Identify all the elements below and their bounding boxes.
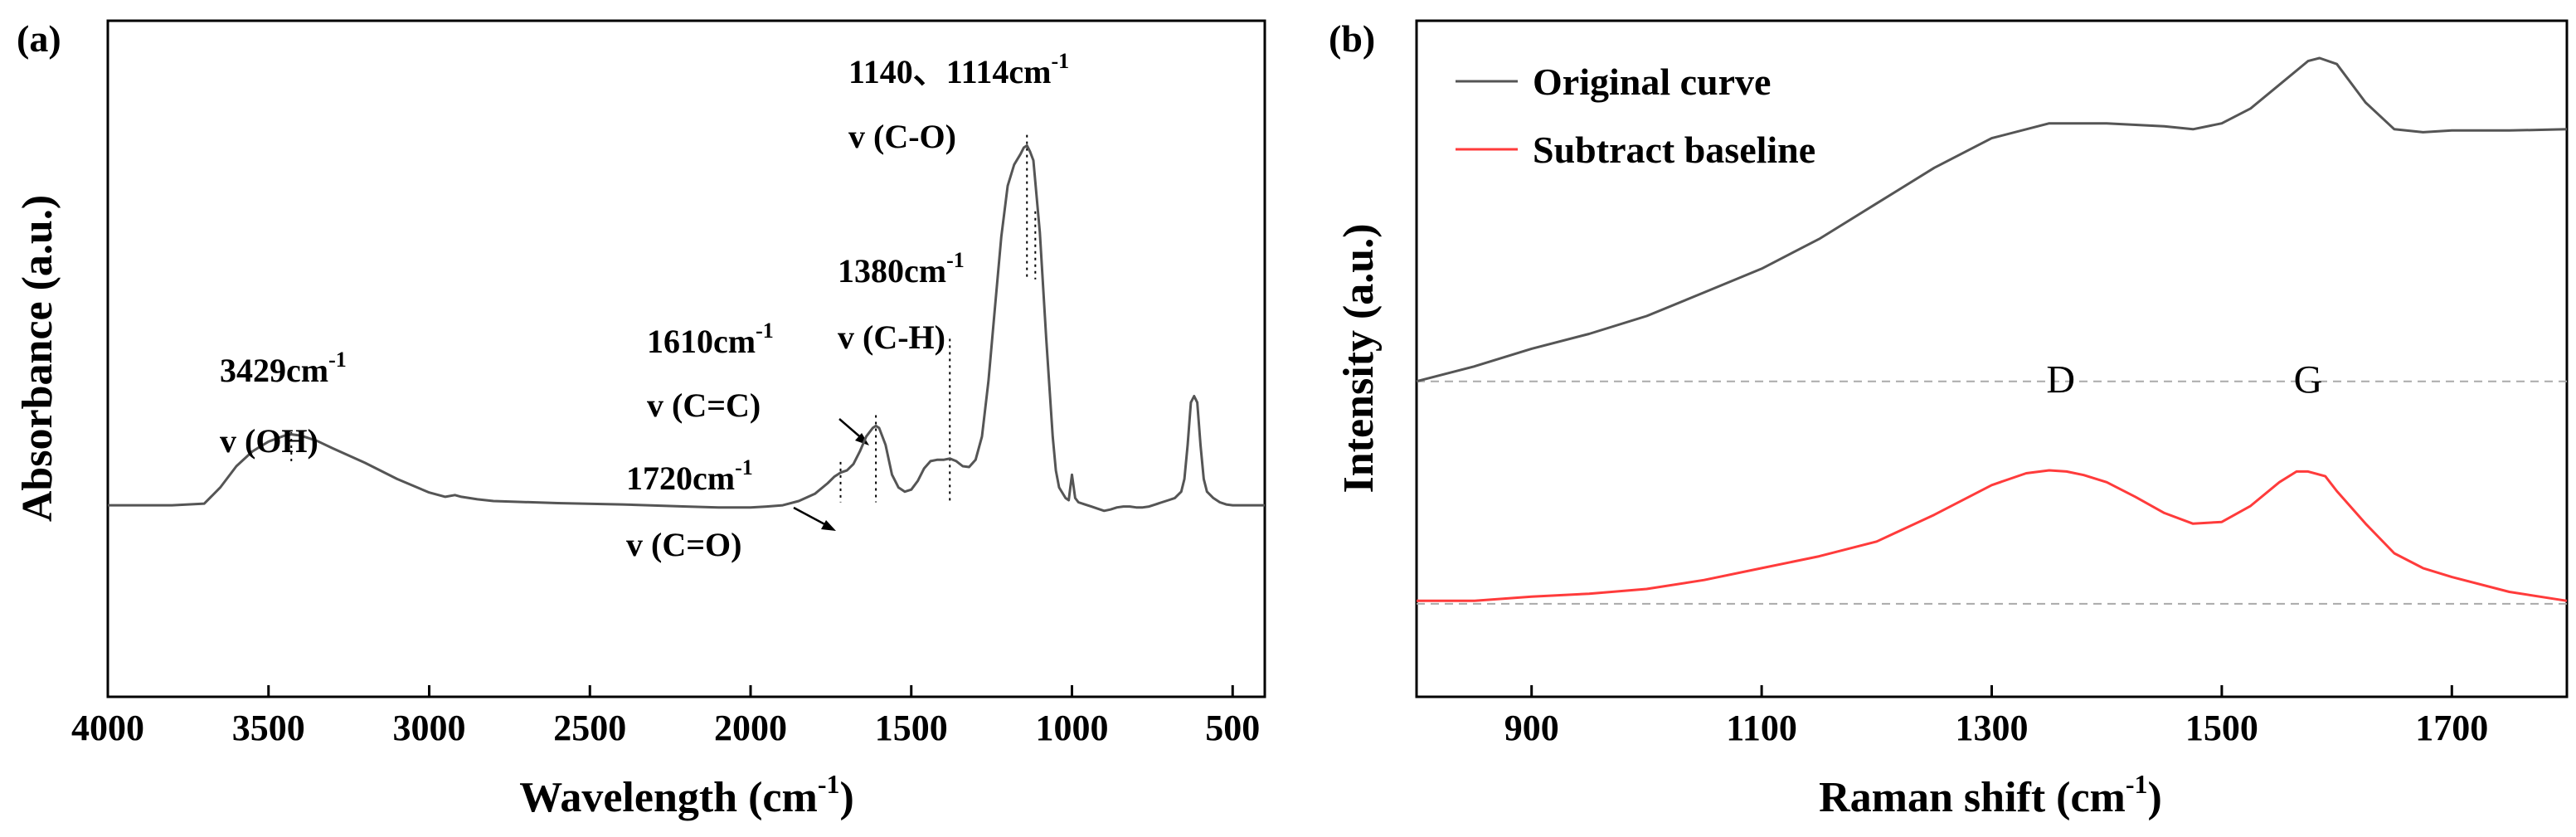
- panel-a-x-tick-label-1000: 1000: [1036, 708, 1109, 748]
- panel-b-label: (b): [1329, 17, 1375, 60]
- annotation-1380: 1380cm-1 v (C-H): [838, 248, 965, 356]
- annotation-1610: 1610cm-1 v (C=C): [647, 319, 774, 424]
- panel-a-annotation-arrows: [793, 418, 869, 531]
- peak-label-G: G: [2294, 358, 2323, 402]
- panel-b-legend: Original curve Subtract baseline: [1456, 61, 1815, 171]
- svg-text:3429cm-1: 3429cm-1: [220, 348, 347, 389]
- panel-b-y-axis-title: Intensity (a.u.): [1335, 223, 1383, 493]
- panel-b-x-axis-title-main: Raman shift (cm: [1819, 774, 2126, 821]
- annotation-3429: 3429cm-1 v (OH): [220, 348, 347, 460]
- annotation-3429-sup: -1: [328, 348, 347, 372]
- panel-a-y-axis-title: Absorbance (a.u.): [14, 195, 61, 522]
- peak-label-D: D: [2046, 358, 2075, 402]
- annotation-1610-line1: 1610cm: [647, 323, 756, 360]
- panel-a-x-axis-title-sup: -1: [818, 769, 840, 799]
- annotation-1610-sup: -1: [756, 319, 774, 343]
- panel-b-x-tick-labels: 900 1100 1300 1500 1700: [1504, 708, 2489, 748]
- svg-text:1610cm-1: 1610cm-1: [647, 319, 774, 360]
- panel-a-x-axis-title: Wavelength (cm-1): [519, 769, 854, 821]
- panel-b-reference-lines: [1417, 380, 2567, 605]
- panel-a-x-axis-title-main: Wavelength (cm: [519, 774, 818, 821]
- panel-b-subtract-baseline-line: [1417, 469, 2568, 602]
- panel-a-ftir-series-line: [108, 144, 1265, 513]
- annotation-1720-sup: -1: [735, 455, 753, 479]
- annotation-1140-line2: v (C-O): [848, 118, 956, 155]
- annotation-1380-sup: -1: [946, 248, 965, 272]
- annotation-3429-line1: 3429cm: [220, 352, 328, 389]
- svg-text:1380cm-1: 1380cm-1: [838, 248, 965, 290]
- annotation-3429-line2: v (OH): [220, 422, 318, 460]
- panel-a-x-tick-label-2000: 2000: [714, 708, 787, 748]
- panel-b-x-axis-title-sup: -1: [2126, 769, 2148, 799]
- panel-a-plot-frame: [106, 19, 1266, 698]
- panel-b-x-axis-title-end: ): [2148, 774, 2162, 821]
- panel-b-plot-frame: [1415, 19, 2569, 698]
- annotation-1720-line1: 1720cm: [626, 460, 735, 497]
- panel-a-x-tick-label-1500: 1500: [875, 708, 948, 748]
- panel-b-original-curve-line: [1416, 56, 2568, 383]
- annotation-1140-line1: 1140、1114cm: [848, 53, 1051, 90]
- annotation-1610-line2: v (C=C): [647, 387, 761, 424]
- arrow-1610: [838, 418, 869, 445]
- svg-text:1140、1114cm-1: 1140、1114cm-1: [848, 49, 1069, 90]
- panel-b-x-ticks: [1530, 685, 2453, 697]
- legend-label-original-curve: Original curve: [1533, 61, 1771, 103]
- panel-a-x-tick-label-3500: 3500: [232, 708, 305, 748]
- panel-a-x-tick-label-2500: 2500: [553, 708, 626, 748]
- panel-b-x-tick-label-1700: 1700: [2415, 708, 2488, 748]
- annotation-1140-sup: -1: [1051, 49, 1069, 73]
- annotation-1140-1114: 1140、1114cm-1 v (C-O): [848, 49, 1069, 155]
- panel-b-x-tick-label-1100: 1100: [1726, 708, 1797, 748]
- panel-b-x-tick-label-900: 900: [1504, 708, 1559, 748]
- panel-a-peak-guides: [290, 134, 1037, 503]
- panel-a-ftir-chart: (a) 4000 3500 3000 2500 2000 1500 1000 500 3429…: [14, 17, 1266, 821]
- legend-label-subtract-baseline: Subtract baseline: [1533, 129, 1815, 171]
- svg-text:1720cm-1: 1720cm-1: [626, 455, 753, 497]
- panel-a-x-ticks: [106, 685, 1234, 697]
- annotation-1380-line1: 1380cm: [838, 252, 946, 290]
- panel-a-x-tick-label-500: 500: [1205, 708, 1260, 748]
- panel-a-label: (a): [17, 17, 61, 60]
- annotation-1380-line2: v (C-H): [838, 319, 945, 356]
- panel-a-x-tick-labels: 4000 3500 3000 2500 2000 1500 1000 500: [71, 708, 1260, 748]
- panel-a-x-axis-title-end: ): [839, 774, 853, 821]
- panel-b-x-axis-title: Raman shift (cm-1): [1819, 769, 2162, 821]
- annotation-1720: 1720cm-1 v (C=O): [626, 455, 753, 563]
- panel-a-x-tick-label-3000: 3000: [393, 708, 466, 748]
- panel-b-x-tick-label-1300: 1300: [1956, 708, 2029, 748]
- panel-a-x-tick-label-4000: 4000: [71, 708, 144, 748]
- annotation-1720-line2: v (C=O): [626, 526, 741, 563]
- panel-b-x-tick-label-1500: 1500: [2185, 708, 2258, 748]
- arrow-1720: [793, 506, 836, 531]
